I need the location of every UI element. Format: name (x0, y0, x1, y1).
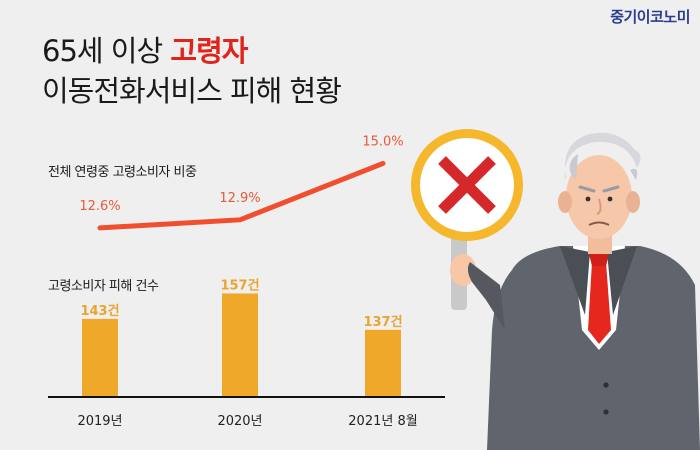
line-value-label: 12.6% (79, 199, 120, 214)
bar-chart-title: 고령소비자 피해 건수 (48, 279, 159, 294)
bar-2 (365, 329, 401, 397)
line-chart-title: 전체 연령중 고령소비자 비중 (48, 165, 197, 180)
line-series: 12.6% 12.9% 15.0% (79, 134, 404, 231)
elderly-man-icon (467, 132, 700, 450)
title-prefix: 65세 이상 (42, 34, 171, 68)
bar-value-label: 143건 (80, 303, 119, 319)
line-value-label: 15.0% (362, 134, 403, 149)
line-value-label: 12.9% (219, 191, 260, 206)
x-mark-sign-icon (411, 129, 523, 310)
category-label: 2020년 (217, 414, 262, 429)
bar-0 (82, 318, 118, 397)
bar-series: 143건 157건 137건 (80, 277, 403, 397)
bar-value-label: 137건 (363, 314, 402, 330)
category-label: 2019년 (77, 414, 122, 429)
title-highlight: 고령자 (170, 34, 248, 68)
title-line-1: 65세 이상 고령자 (42, 28, 248, 70)
bar-1 (222, 293, 258, 397)
title-line-2: 이동전화서비스 피해 현황 (42, 74, 342, 108)
brand-logo: 중기이코노미 (610, 8, 690, 26)
bar-value-label: 157건 (220, 277, 259, 293)
category-label: 2021년 8월 (348, 414, 417, 429)
category-axis: 2019년 2020년 2021년 8월 (77, 414, 417, 429)
